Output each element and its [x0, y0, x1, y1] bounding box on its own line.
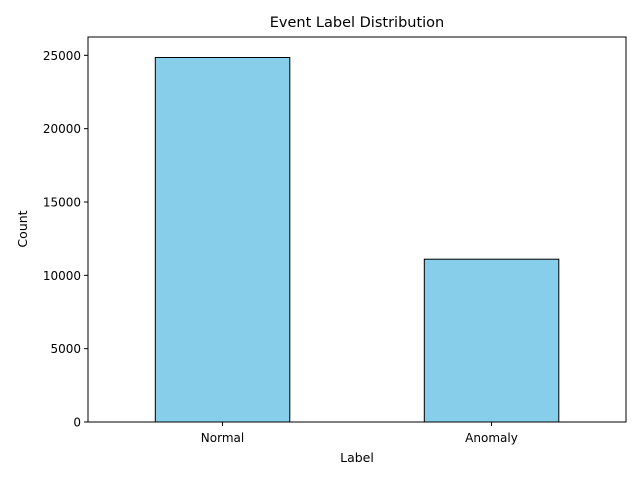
y-axis-ticks: 0 5000 10000 15000 20000 25000 — [43, 49, 88, 430]
y-tick-label: 15000 — [43, 196, 81, 210]
x-axis-ticks: Normal Anomaly — [201, 422, 518, 445]
y-tick-label: 10000 — [43, 269, 81, 283]
y-tick-label: 25000 — [43, 49, 81, 63]
bars-layer — [154, 57, 560, 423]
axes-frame — [87, 36, 627, 423]
chart-title: Event Label Distribution — [270, 15, 444, 31]
y-axis-label: Count — [15, 210, 30, 247]
y-tick-label: 20000 — [43, 122, 81, 136]
y-tick-label: 0 — [73, 416, 81, 430]
y-tick-label: 5000 — [50, 342, 81, 356]
x-tick-label: Normal — [201, 431, 244, 445]
axes-layer — [87, 36, 627, 423]
x-tick-label: Anomaly — [465, 431, 518, 445]
bar-anomaly — [423, 258, 560, 423]
x-axis-label: Label — [340, 450, 374, 465]
bar-normal — [154, 57, 291, 423]
